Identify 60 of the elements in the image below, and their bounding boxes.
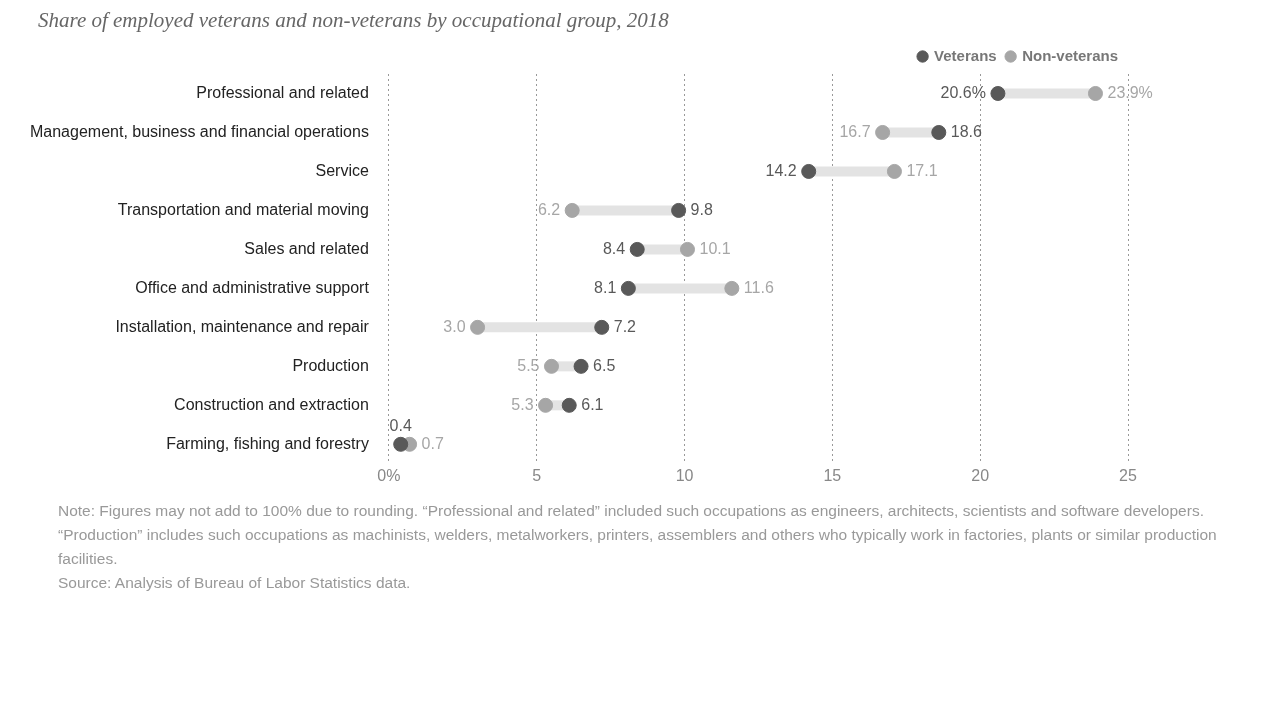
point xyxy=(620,280,636,296)
point xyxy=(629,241,645,257)
x-tick-label: 25 xyxy=(1119,466,1137,484)
point xyxy=(538,397,554,413)
data-label: 17.1 xyxy=(906,161,938,179)
y-tick-label: Transportation and material moving xyxy=(117,200,369,218)
point xyxy=(875,124,891,140)
data-label: 0.4 xyxy=(389,416,412,434)
source-note: Source: Analysis of Bureau of Labor Statistics data. xyxy=(58,573,412,593)
point xyxy=(561,397,577,413)
data-label: 20.6% xyxy=(940,83,986,101)
point xyxy=(679,241,695,257)
data-label: 10.1 xyxy=(699,239,731,257)
y-tick-label: Professional and related xyxy=(196,83,369,101)
data-label: 7.2 xyxy=(613,317,637,335)
y-tick-label: Farming, fishing and forestry xyxy=(166,434,369,452)
x-tick-label: 5 xyxy=(532,466,542,484)
data-label: 23.9% xyxy=(1107,83,1153,101)
x-tick-label: 20 xyxy=(971,466,990,484)
data-label: 5.3 xyxy=(511,395,534,413)
y-tick-label: Sales and related xyxy=(244,239,369,257)
y-tick-label: Office and administrative support xyxy=(135,278,370,296)
point xyxy=(564,202,580,218)
x-tick-label: 0% xyxy=(377,466,401,484)
data-label: 8.1 xyxy=(594,278,617,296)
x-tick-label: 15 xyxy=(823,466,842,484)
point xyxy=(724,280,740,296)
point xyxy=(393,436,409,452)
point xyxy=(990,85,1006,101)
data-label: 11.6 xyxy=(743,278,774,296)
x-tick-label: 10 xyxy=(675,466,694,484)
data-label: 6.5 xyxy=(593,356,616,374)
point xyxy=(1087,85,1103,101)
y-tick-label: Service xyxy=(315,161,369,179)
data-label: 18.6 xyxy=(950,122,983,140)
point xyxy=(931,124,947,140)
y-tick-label: Installation, maintenance and repair xyxy=(115,317,370,335)
text: Note: Figures may not add to 100% due to rounding. “Professional and related” included such occupations as engineers, architects, scientists and software developers. “Production” includes such occupations as machinists, welders, metalworkers, printers, assemblers and others who typically work in factories, plants or similar production facilities. xyxy=(58,501,1218,569)
y-tick-label: Construction and extraction xyxy=(174,395,369,413)
point xyxy=(470,319,486,335)
data-label: 8.4 xyxy=(602,239,626,257)
data-label: 9.8 xyxy=(690,200,713,218)
point xyxy=(801,163,817,179)
point xyxy=(543,358,559,374)
y-tick-label: Production xyxy=(292,356,369,374)
point xyxy=(671,202,687,218)
data-label: 3.0 xyxy=(443,317,466,335)
data-label: 6.2 xyxy=(537,200,561,218)
point xyxy=(886,163,902,179)
data-label: 5.5 xyxy=(517,356,540,374)
data-label: 14.2 xyxy=(765,161,797,179)
point xyxy=(573,358,589,374)
point xyxy=(594,319,610,335)
legend-label: Veterans xyxy=(934,46,997,64)
data-label: 0.7 xyxy=(421,434,444,452)
y-tick-label: Management, business and financial operations xyxy=(29,122,369,140)
legend-label: Non-veterans xyxy=(1022,46,1118,64)
chart-title: Share of employed veterans and non-veterans by occupational group, 2018 xyxy=(38,8,670,33)
data-label: 6.1 xyxy=(581,395,604,413)
data-label: 16.7 xyxy=(839,122,871,140)
